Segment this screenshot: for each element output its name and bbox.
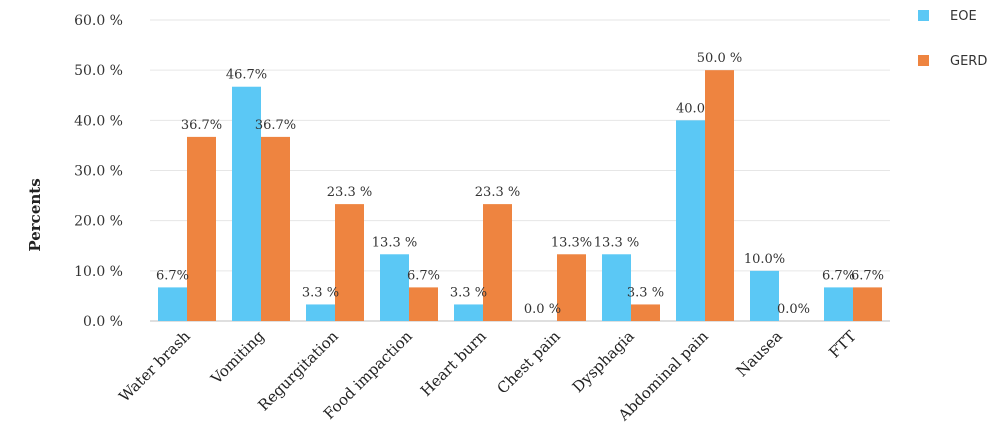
data-labels: 6.7% 36.7% 46.7% 36.7% 3.3 % 23.3 % 13.3 % 6.7%… [156,51,884,317]
bar-gerd [335,204,364,321]
bar-gerd [261,136,290,321]
legend: EOE GERD [918,9,987,69]
bar-eoe [602,254,631,321]
bar-gerd [483,204,512,321]
legend-swatch [918,10,929,21]
category-label: Heart burn [417,327,490,400]
data-label-eoe: 40.0 [676,101,705,116]
data-label-gerd: 36.7% [181,118,222,133]
bar-gerd [409,287,438,321]
y-tick-label: 60.0 % [74,13,123,29]
bar-eoe [824,287,853,321]
bar-eoe [750,270,779,321]
bar-gerd [705,70,734,322]
y-tick-label: 30.0 % [74,164,123,180]
bar-eoe [158,287,187,321]
data-label-eoe: 6.7% [156,268,189,283]
category-label: Water brash [115,327,194,406]
data-label-gerd: 6.7% [851,268,884,283]
data-label-gerd: 13.3% [551,235,592,250]
category-label: Chest pain [493,327,564,398]
data-label-gerd: 6.7% [407,268,440,283]
legend-label: EOE [950,9,977,24]
bars [158,70,882,322]
y-axis-ticks: 0.0 % 10.0 % 20.0 % 30.0 % 40.0 % 50.0 % 60.0 … [74,13,123,330]
category-label: Nausea [733,327,786,380]
y-tick-label: 10.0 % [74,264,123,280]
y-axis-title: Percents [26,178,44,251]
data-label-eoe: 6.7% [822,268,855,283]
data-label-eoe: 0.0 % [524,302,561,317]
bar-gerd [853,287,882,321]
data-label-gerd: 50.0 % [697,51,742,66]
data-label-eoe: 3.3 % [302,285,339,300]
bar-eoe [380,254,409,321]
bar-eoe [232,86,261,321]
category-label: Vomiting [207,327,269,389]
bar-eoe [306,304,335,321]
category-label: FTT [825,327,859,361]
bar-gerd [187,136,216,321]
legend-label: GERD [950,54,987,69]
data-label-eoe: 3.3 % [450,285,487,300]
bar-eoe [454,304,483,321]
data-label-gerd: 36.7% [255,118,296,133]
legend-swatch [918,55,929,66]
y-tick-label: 0.0 % [83,314,123,330]
data-label-gerd: 0.0% [777,302,810,317]
y-tick-label: 50.0 % [74,63,123,79]
data-label-gerd: 23.3 % [475,185,520,200]
y-tick-label: 40.0 % [74,113,123,129]
y-tick-label: 20.0 % [74,214,123,230]
data-label-eoe: 13.3 % [372,235,417,250]
bar-gerd [557,254,586,321]
category-label: Dysphagia [569,327,638,396]
data-label-eoe: 46.7% [226,68,267,83]
bar-gerd [631,304,660,321]
data-label-gerd: 3.3 % [627,285,664,300]
data-label-eoe: 13.3 % [594,235,639,250]
data-label-gerd: 23.3 % [327,185,372,200]
bar-eoe [676,120,705,321]
data-label-eoe: 10.0% [744,252,785,267]
